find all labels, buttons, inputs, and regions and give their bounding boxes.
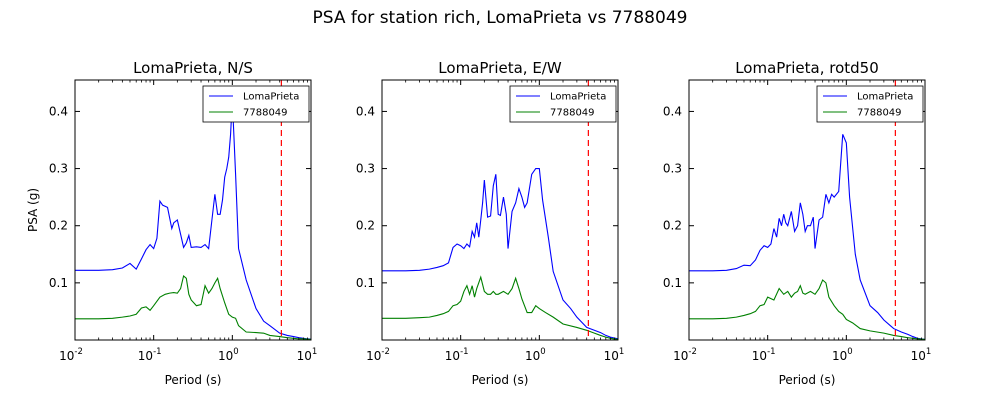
series-line-comparison [689,279,925,340]
series-line-lomaprieta [75,99,311,340]
panel-title: LomaPrieta, E/W [438,59,562,77]
x-tick-label: 101 [297,347,318,363]
y-tick-label: 0.2 [356,219,375,233]
chart-panel-1: 10-2 10-1 100 101 0.1 0.2 0.3 0.4 LomaPrieta, N/… [26,59,317,387]
panel-title: LomaPrieta, N/S [133,59,253,77]
y-tick-label: 0.1 [356,276,375,290]
x-axis-label: Period (s) [779,373,836,387]
x-axis-label: Period (s) [165,373,222,387]
series-line-comparison [382,275,618,340]
y-tick-label: 0.1 [49,276,68,290]
figure-title: PSA for station rich, LomaPrieta vs 7788… [313,8,688,28]
x-tick-label: 10-2 [366,347,390,363]
legend-label: LomaPrieta [243,92,299,103]
legend-label: LomaPrieta [550,92,606,103]
x-tick-label: 10-2 [673,347,697,363]
x-tick-label: 100 [525,347,546,363]
y-tick-label: 0.3 [49,162,68,176]
y-tick-label: 0.3 [663,162,682,176]
y-tick-label: 0.4 [663,104,682,118]
x-tick-label: 10-1 [138,347,162,363]
legend-label: 7788049 [550,108,595,119]
legend-label: 7788049 [243,108,288,119]
y-axis-label: PSA (g) [26,188,40,232]
legend-label: LomaPrieta [857,92,913,103]
legend-box [509,85,617,123]
series-line-comparison [75,275,311,340]
x-tick-label: 10-2 [59,347,83,363]
y-tick-label: 0.1 [663,276,682,290]
chart-panel-3: 10-2 10-1 100 101 0.1 0.2 0.3 0.4 LomaPrieta, ro… [663,59,931,387]
plot-area [689,80,925,340]
series-line-lomaprieta [689,134,925,340]
legend-label: 7788049 [857,108,902,119]
x-tick-label: 10-1 [752,347,776,363]
y-tick-label: 0.4 [49,104,68,118]
legend: LomaPrieta 7788049 [816,85,924,123]
y-tick-label: 0.2 [49,219,68,233]
x-axis-label: Period (s) [472,373,529,387]
legend: LomaPrieta 7788049 [202,85,310,123]
x-tick-label: 101 [604,347,625,363]
legend-box [816,85,924,123]
chart-panel-2: 10-2 10-1 100 101 0.1 0.2 0.3 0.4 LomaPrieta, E/… [356,59,624,387]
series-line-lomaprieta [382,168,618,340]
y-tick-label: 0.4 [356,104,375,118]
x-tick-label: 100 [832,347,853,363]
plot-area [75,80,311,340]
x-tick-label: 101 [911,347,932,363]
x-tick-label: 100 [218,347,239,363]
y-tick-label: 0.2 [663,219,682,233]
axes-frame [381,79,619,341]
legend-box [202,85,310,123]
y-tick-label: 0.3 [356,162,375,176]
axes-frame [688,79,926,341]
x-tick-label: 10-1 [445,347,469,363]
plot-area [382,80,618,340]
axes-frame [74,79,312,341]
legend: LomaPrieta 7788049 [509,85,617,123]
panel-title: LomaPrieta, rotd50 [735,59,879,77]
